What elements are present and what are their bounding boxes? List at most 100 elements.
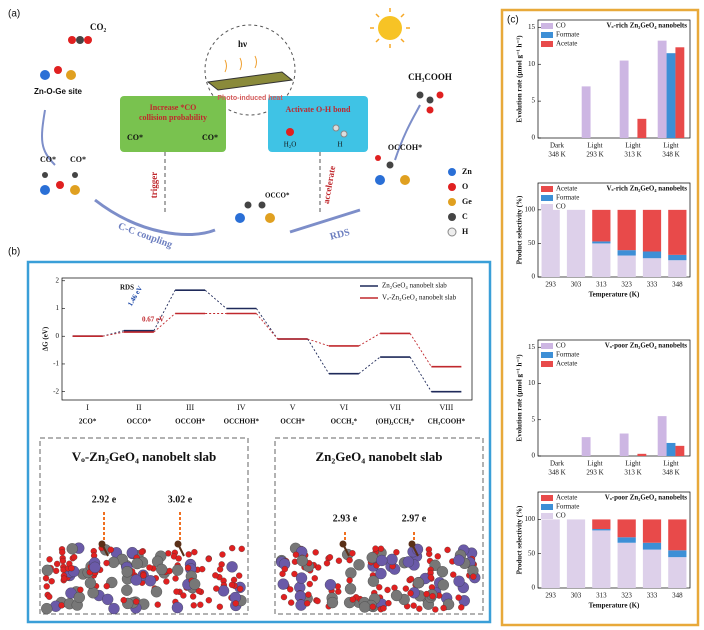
atom — [52, 567, 60, 575]
label: Zn-O-Ge site — [34, 87, 83, 96]
atom — [296, 555, 308, 567]
y-tick-label: 50 — [528, 549, 536, 557]
atom — [60, 575, 68, 582]
x-sublabel: 348 K — [662, 151, 679, 159]
legend-label: Acetate — [556, 40, 577, 48]
atom — [41, 603, 53, 615]
y-tick-label: 1 — [56, 304, 60, 312]
y-tick-label: 15 — [528, 343, 536, 351]
bar-segment — [642, 549, 662, 588]
atom — [212, 572, 219, 579]
connector — [358, 356, 381, 375]
panel-a-art — [40, 8, 457, 237]
atom — [345, 567, 357, 579]
x-tick-label: 303 — [571, 281, 582, 289]
atom — [384, 586, 391, 594]
atom — [217, 585, 230, 597]
legend-swatch — [541, 352, 553, 358]
atom — [150, 586, 163, 598]
sun-rays — [370, 8, 410, 48]
y-tick-label: -2 — [53, 387, 59, 395]
y-tick-label: 0 — [532, 134, 536, 142]
bar — [637, 453, 647, 456]
atom — [287, 586, 294, 593]
bar-segment — [668, 254, 687, 261]
bar-segment — [642, 251, 662, 259]
atom — [288, 599, 295, 606]
atom — [133, 598, 140, 605]
slab-title: Zn₂GeO₄ nanobelt slab — [316, 449, 443, 464]
x-sublabel: 2CO* — [79, 418, 97, 426]
atom-label: Zn — [462, 167, 472, 176]
nanobelt — [206, 71, 294, 91]
label: hν — [238, 39, 247, 49]
x-tick-label: Dark — [550, 460, 564, 468]
x-tick-label: I — [86, 403, 89, 412]
atom — [89, 561, 101, 573]
connector — [256, 308, 278, 340]
bar-segment — [592, 243, 611, 277]
x-tick-label: 333 — [647, 592, 658, 600]
bar-segment — [592, 209, 611, 242]
x-tick-label: Light — [625, 460, 640, 468]
connector — [358, 333, 381, 347]
atom — [232, 600, 239, 607]
panel-label: (a) — [8, 9, 20, 20]
y-tick-label: 2 — [56, 276, 60, 284]
atom — [380, 605, 387, 612]
bar — [657, 40, 667, 138]
atom — [436, 566, 449, 578]
atom — [372, 545, 379, 552]
y-tick-label: 5 — [532, 97, 536, 105]
atom-label: C — [462, 212, 468, 221]
x-tick-label: Light — [625, 142, 640, 150]
y-axis-label: Product selectivity (%) — [516, 195, 524, 264]
bar-segment — [541, 209, 560, 277]
atom — [228, 581, 236, 589]
x-tick-label: III — [186, 403, 194, 412]
atom — [205, 597, 212, 604]
atom — [335, 557, 343, 564]
y-tick-label: 5 — [532, 415, 536, 423]
connector — [153, 289, 176, 331]
arrow — [289, 208, 361, 234]
heat-waves — [224, 55, 257, 73]
atom — [53, 560, 61, 568]
atom — [458, 604, 465, 611]
x-tick-label: Light — [587, 460, 602, 468]
atom — [189, 578, 201, 590]
atom — [213, 585, 220, 592]
atom — [84, 577, 97, 589]
x-tick-label: Light — [663, 460, 678, 468]
x-sublabel: OCCHOH* — [224, 418, 260, 426]
y-tick-label: 10 — [528, 60, 536, 68]
x-tick-label: Light — [587, 142, 602, 150]
charge-label: 3.02 e — [168, 494, 193, 505]
x-sublabel: 313 K — [624, 469, 641, 477]
legend-label: Formate — [556, 194, 579, 202]
legend-label: CO — [556, 203, 566, 211]
atom — [440, 604, 447, 612]
atom — [77, 586, 84, 593]
label: CH₃COOH — [408, 72, 452, 82]
atom — [366, 551, 378, 564]
atom — [344, 583, 357, 595]
y-axis-label: Product selectivity (%) — [516, 505, 524, 574]
bar-segment — [592, 519, 611, 530]
bar-segment — [668, 519, 687, 551]
x-tick-label: 313 — [596, 281, 607, 289]
atom — [429, 593, 436, 600]
atom — [292, 551, 300, 558]
panel-label: (c) — [507, 15, 519, 26]
atom — [41, 564, 54, 576]
atom — [46, 593, 53, 600]
atom — [216, 566, 224, 573]
atom — [103, 559, 110, 567]
atom — [219, 551, 226, 558]
arrow — [94, 198, 216, 236]
atom — [42, 575, 50, 582]
x-tick-label: II — [136, 403, 142, 412]
atom — [173, 588, 180, 595]
chart-title: Vₒ-rich Zn₂GeO₄ nanobelts — [607, 185, 688, 193]
